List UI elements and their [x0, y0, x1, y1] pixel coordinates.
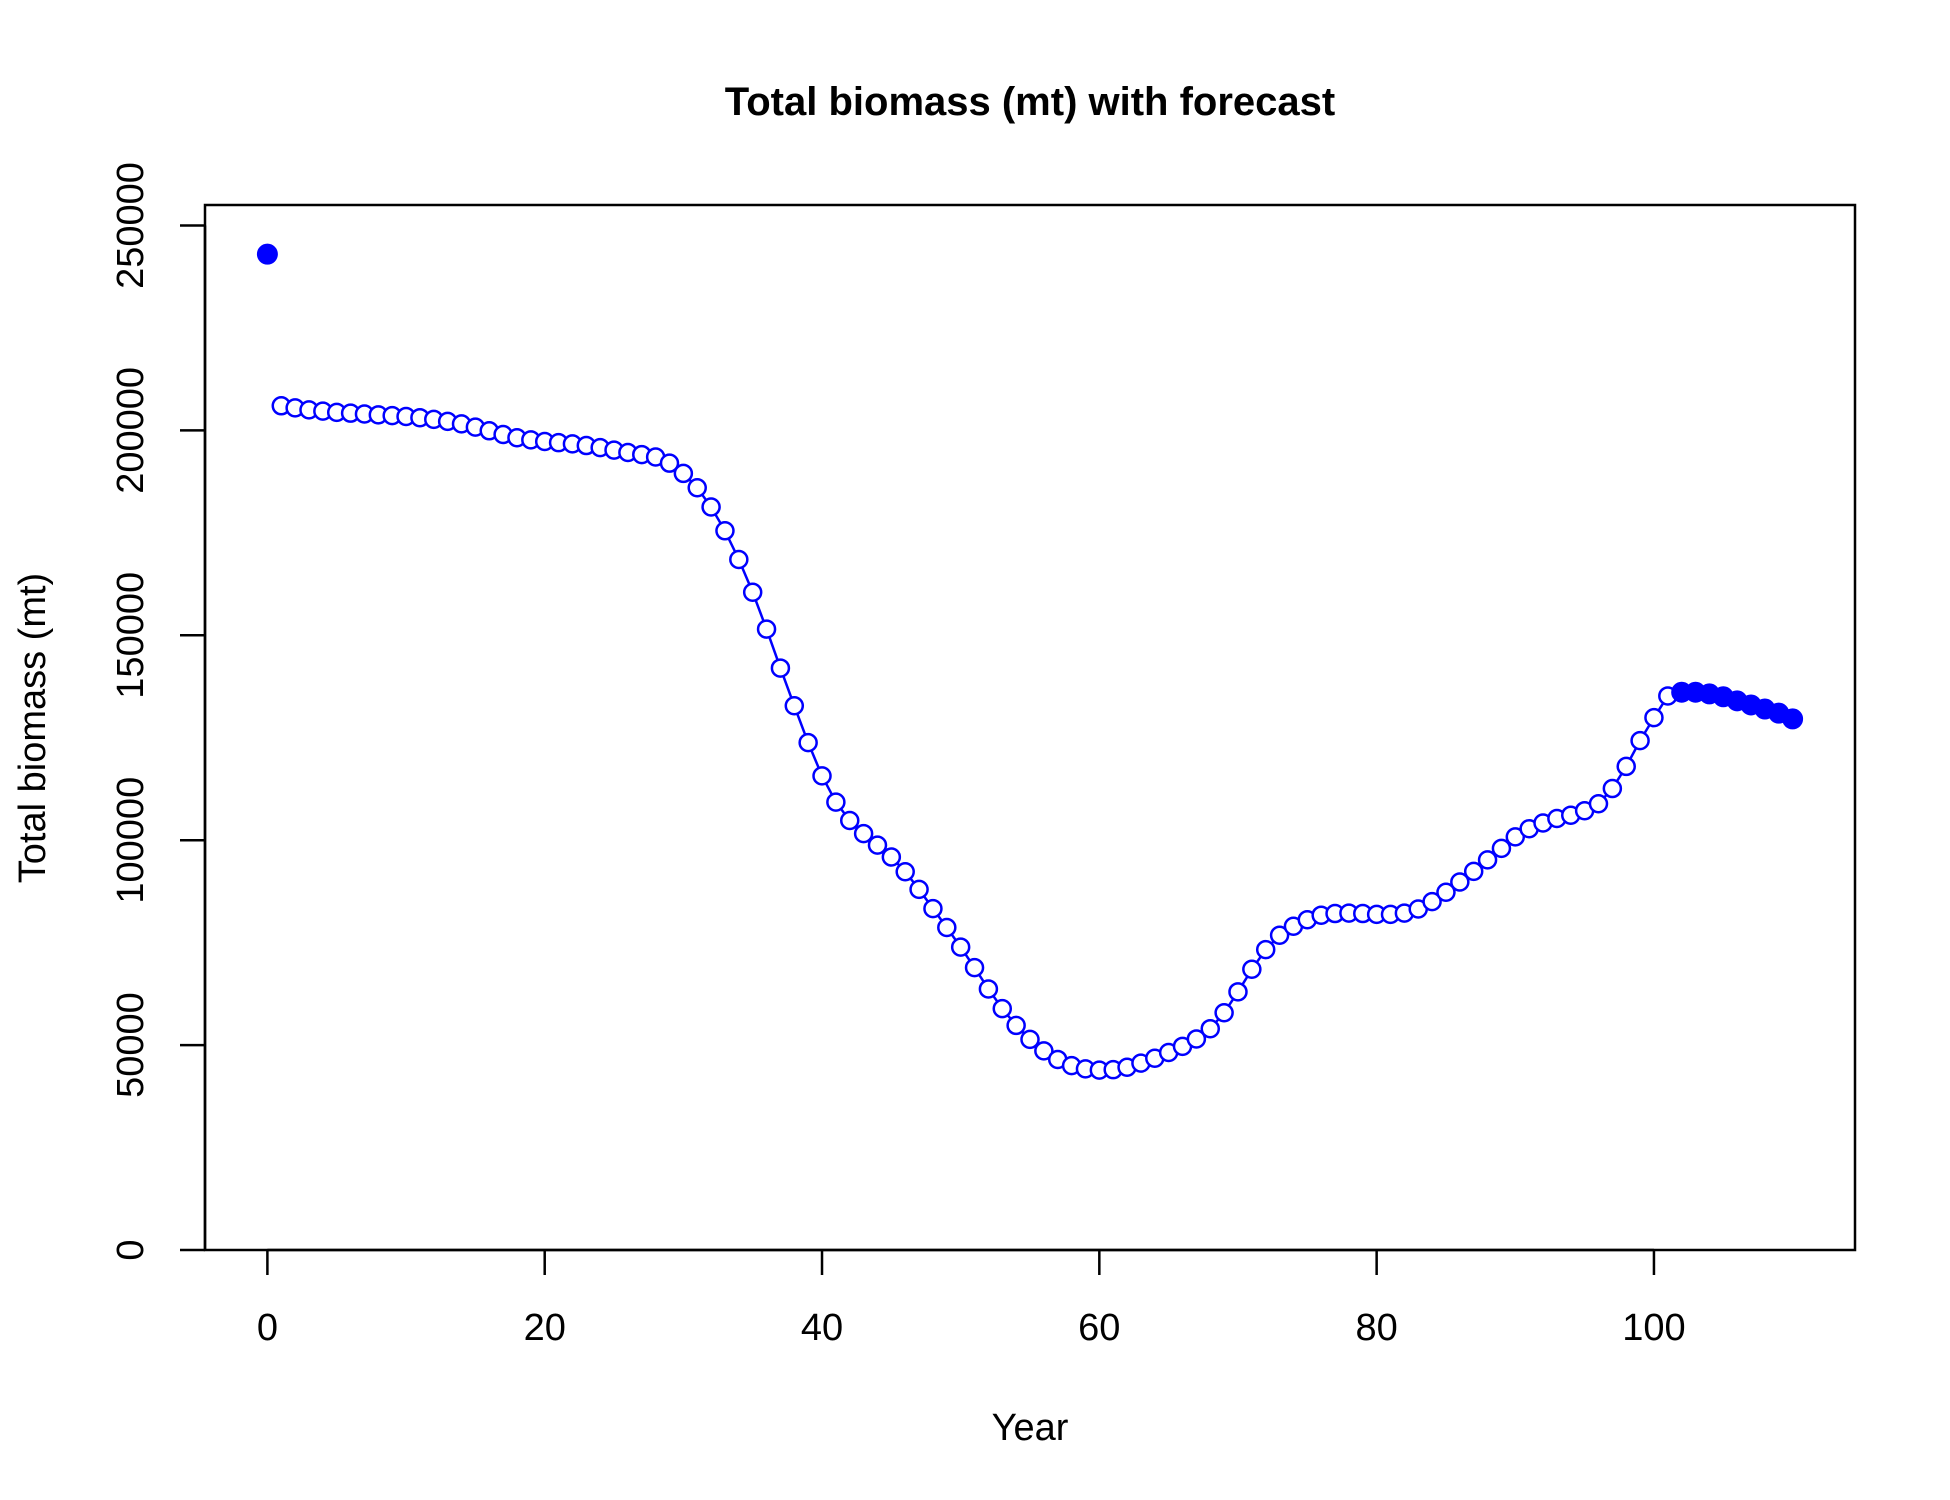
biomass-point [1436, 882, 1456, 902]
biomass-point [798, 732, 818, 753]
x-tick-label: 20 [524, 1307, 566, 1349]
series-layer [256, 243, 1804, 1080]
chart-title: Total biomass (mt) with forecast [725, 80, 1335, 124]
biomass-point [1186, 1029, 1207, 1049]
biomass-point [687, 478, 707, 498]
biomass-point [659, 453, 680, 473]
x-tick-label: 80 [1355, 1307, 1397, 1349]
biomass-point [1020, 1029, 1040, 1050]
biomass-point [964, 957, 985, 978]
biomass-point [1269, 925, 1290, 946]
biomass-point [909, 879, 929, 900]
y-tick-label: 50000 [110, 992, 152, 1098]
biomass-point [701, 497, 721, 517]
biomass-point [1616, 756, 1636, 777]
biomass-point [1505, 827, 1526, 847]
y-tick-label: 250000 [110, 162, 152, 289]
y-axis-label: Total biomass (mt) [12, 573, 54, 883]
x-axis-label: Year [992, 1407, 1069, 1449]
x-tick-label: 0 [257, 1307, 278, 1349]
biomass-point [770, 658, 791, 678]
biomass-point [1491, 838, 1512, 859]
biomass-point [1602, 778, 1623, 799]
biomass-point [1255, 939, 1276, 960]
biomass-line [281, 404, 1794, 1072]
y-tick-label: 150000 [110, 572, 152, 699]
biomass-point [895, 862, 915, 882]
x-tick-label: 40 [801, 1307, 843, 1349]
x-axis: 0 20 40 60 80 100 [257, 1248, 1686, 1349]
x-tick-label: 100 [1622, 1307, 1685, 1349]
biomass-point [1242, 959, 1262, 980]
biomass-point [992, 998, 1013, 1019]
biomass-point [1422, 891, 1442, 912]
biomass-point [784, 696, 805, 716]
biomass-point [1630, 730, 1650, 751]
biomass-point [923, 898, 943, 919]
biomass-point [1228, 982, 1248, 1002]
biomass-point [950, 937, 971, 957]
biomass-point [881, 847, 902, 867]
biomass-point [1200, 1018, 1221, 1039]
biomass-point [937, 917, 957, 938]
y-tick-label: 200000 [110, 367, 152, 494]
biomass-point [812, 766, 832, 786]
biomass-point [756, 619, 777, 639]
y-axis: 0 50000 100000 150000 200000 250000 [110, 162, 207, 1261]
biomass-point [715, 521, 735, 541]
biomass-point [1450, 872, 1470, 892]
forecast-point [1782, 708, 1804, 730]
biomass-point [673, 463, 694, 484]
plot-frame [203, 203, 1857, 1252]
biomass-point [1477, 850, 1498, 870]
biomass-point [1034, 1041, 1054, 1061]
y-tick-label: 0 [110, 1239, 152, 1260]
x-tick-label: 60 [1078, 1307, 1120, 1349]
biomass-point [742, 582, 763, 603]
biomass-point [826, 792, 846, 812]
biomass-point [978, 979, 999, 999]
biomass-point [853, 823, 874, 844]
biomass-point [839, 810, 860, 831]
biomass-point [1006, 1015, 1026, 1036]
biomass-point [1644, 707, 1664, 728]
biomass-point [1588, 793, 1609, 814]
biomass-point [867, 835, 888, 855]
initial-biomass-point [256, 243, 278, 265]
biomass-point [1463, 861, 1484, 882]
y-tick-label: 100000 [110, 777, 152, 904]
biomass-point [1214, 1002, 1234, 1023]
biomass-point [729, 549, 749, 570]
